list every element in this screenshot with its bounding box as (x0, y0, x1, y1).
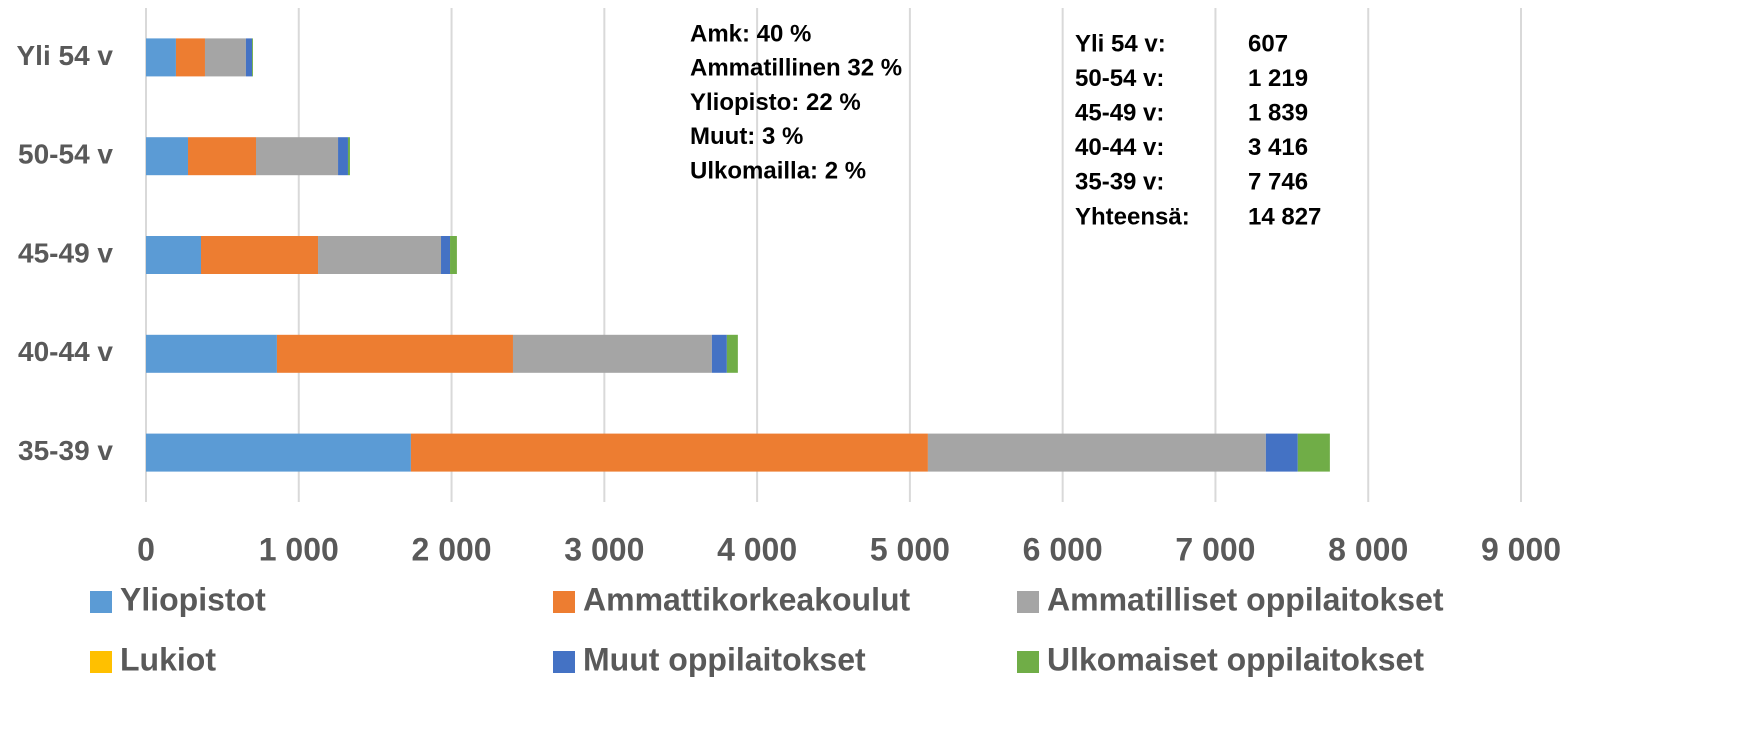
bar-segment (201, 236, 319, 274)
bar-segment (146, 334, 277, 373)
bar-segment (450, 236, 457, 274)
x-tick-label: 7 000 (1175, 531, 1255, 567)
table-value: 607 (1248, 30, 1288, 57)
bar-segment (512, 334, 712, 373)
bar-segment (1265, 433, 1298, 472)
bar-segment (726, 334, 738, 373)
legend-swatch (1017, 651, 1039, 673)
bar-segment (347, 137, 350, 176)
bar-segment (927, 433, 1266, 472)
bar-segment (175, 38, 205, 77)
bar-segment (245, 38, 253, 77)
table-label: Yli 54 v: (1075, 30, 1166, 57)
table-value: 7 746 (1248, 169, 1308, 196)
table-label: 50-54 v: (1075, 65, 1164, 92)
x-tick-label: 8 000 (1328, 531, 1408, 567)
bar-segment (338, 137, 348, 176)
legend-swatch (553, 651, 575, 673)
bar-segment (711, 334, 727, 373)
table-value: 1 839 (1248, 100, 1308, 127)
legend-label: Yliopistot (120, 581, 266, 617)
bar-segment (276, 334, 513, 373)
legend-label: Ammattikorkeakoulut (583, 581, 911, 617)
x-tick-label: 3 000 (564, 531, 644, 567)
legend-label: Ulkomaiset oppilaitokset (1047, 641, 1424, 677)
x-tick-label: 4 000 (717, 531, 797, 567)
table-value: 1 219 (1248, 65, 1308, 92)
legend-swatch (90, 591, 112, 613)
x-tick-label: 1 000 (259, 531, 339, 567)
x-tick-label: 0 (137, 531, 155, 567)
table-value: 3 416 (1248, 134, 1308, 161)
bar-segment (410, 433, 928, 472)
bar-segment (204, 38, 246, 77)
annotation: Yliopisto: 22 % (690, 89, 861, 116)
legend-label: Muut oppilaitokset (583, 641, 866, 677)
bar-segment (146, 38, 176, 77)
annotation: Ulkomailla: 2 % (690, 158, 866, 185)
y-tick-label: 45-49 v (18, 237, 113, 268)
bar-segment (318, 236, 442, 274)
legend-swatch (90, 651, 112, 673)
x-tick-label: 6 000 (1023, 531, 1103, 567)
y-tick-label: 40-44 v (18, 336, 113, 367)
legend-swatch (553, 591, 575, 613)
annotation: Amk: 40 % (690, 20, 811, 47)
bar-segment (1297, 433, 1330, 472)
y-tick-label: 50-54 v (18, 139, 113, 170)
bar-segment (252, 38, 253, 77)
annotation: Ammatillinen 32 % (690, 55, 902, 82)
table-label: Yhteensä: (1075, 203, 1190, 230)
legend-label: Lukiot (120, 641, 216, 677)
x-tick-label: 9 000 (1481, 531, 1561, 567)
x-tick-label: 2 000 (412, 531, 492, 567)
bar-segment (146, 236, 201, 274)
x-tick-label: 5 000 (870, 531, 950, 567)
table-value: 14 827 (1248, 203, 1321, 230)
annotation: Muut: 3 % (690, 123, 803, 150)
legend-label: Ammatilliset oppilaitokset (1047, 581, 1444, 617)
bar-segment (146, 433, 411, 472)
bar-segment (146, 137, 189, 176)
y-tick-label: Yli 54 v (16, 40, 113, 71)
table-label: 45-49 v: (1075, 100, 1164, 127)
table-label: 35-39 v: (1075, 169, 1164, 196)
table-label: 40-44 v: (1075, 134, 1164, 161)
legend-swatch (1017, 591, 1039, 613)
bar-segment (188, 137, 256, 176)
bar-segment (441, 236, 451, 274)
y-tick-label: 35-39 v (18, 435, 113, 466)
bar-segment (256, 137, 339, 176)
